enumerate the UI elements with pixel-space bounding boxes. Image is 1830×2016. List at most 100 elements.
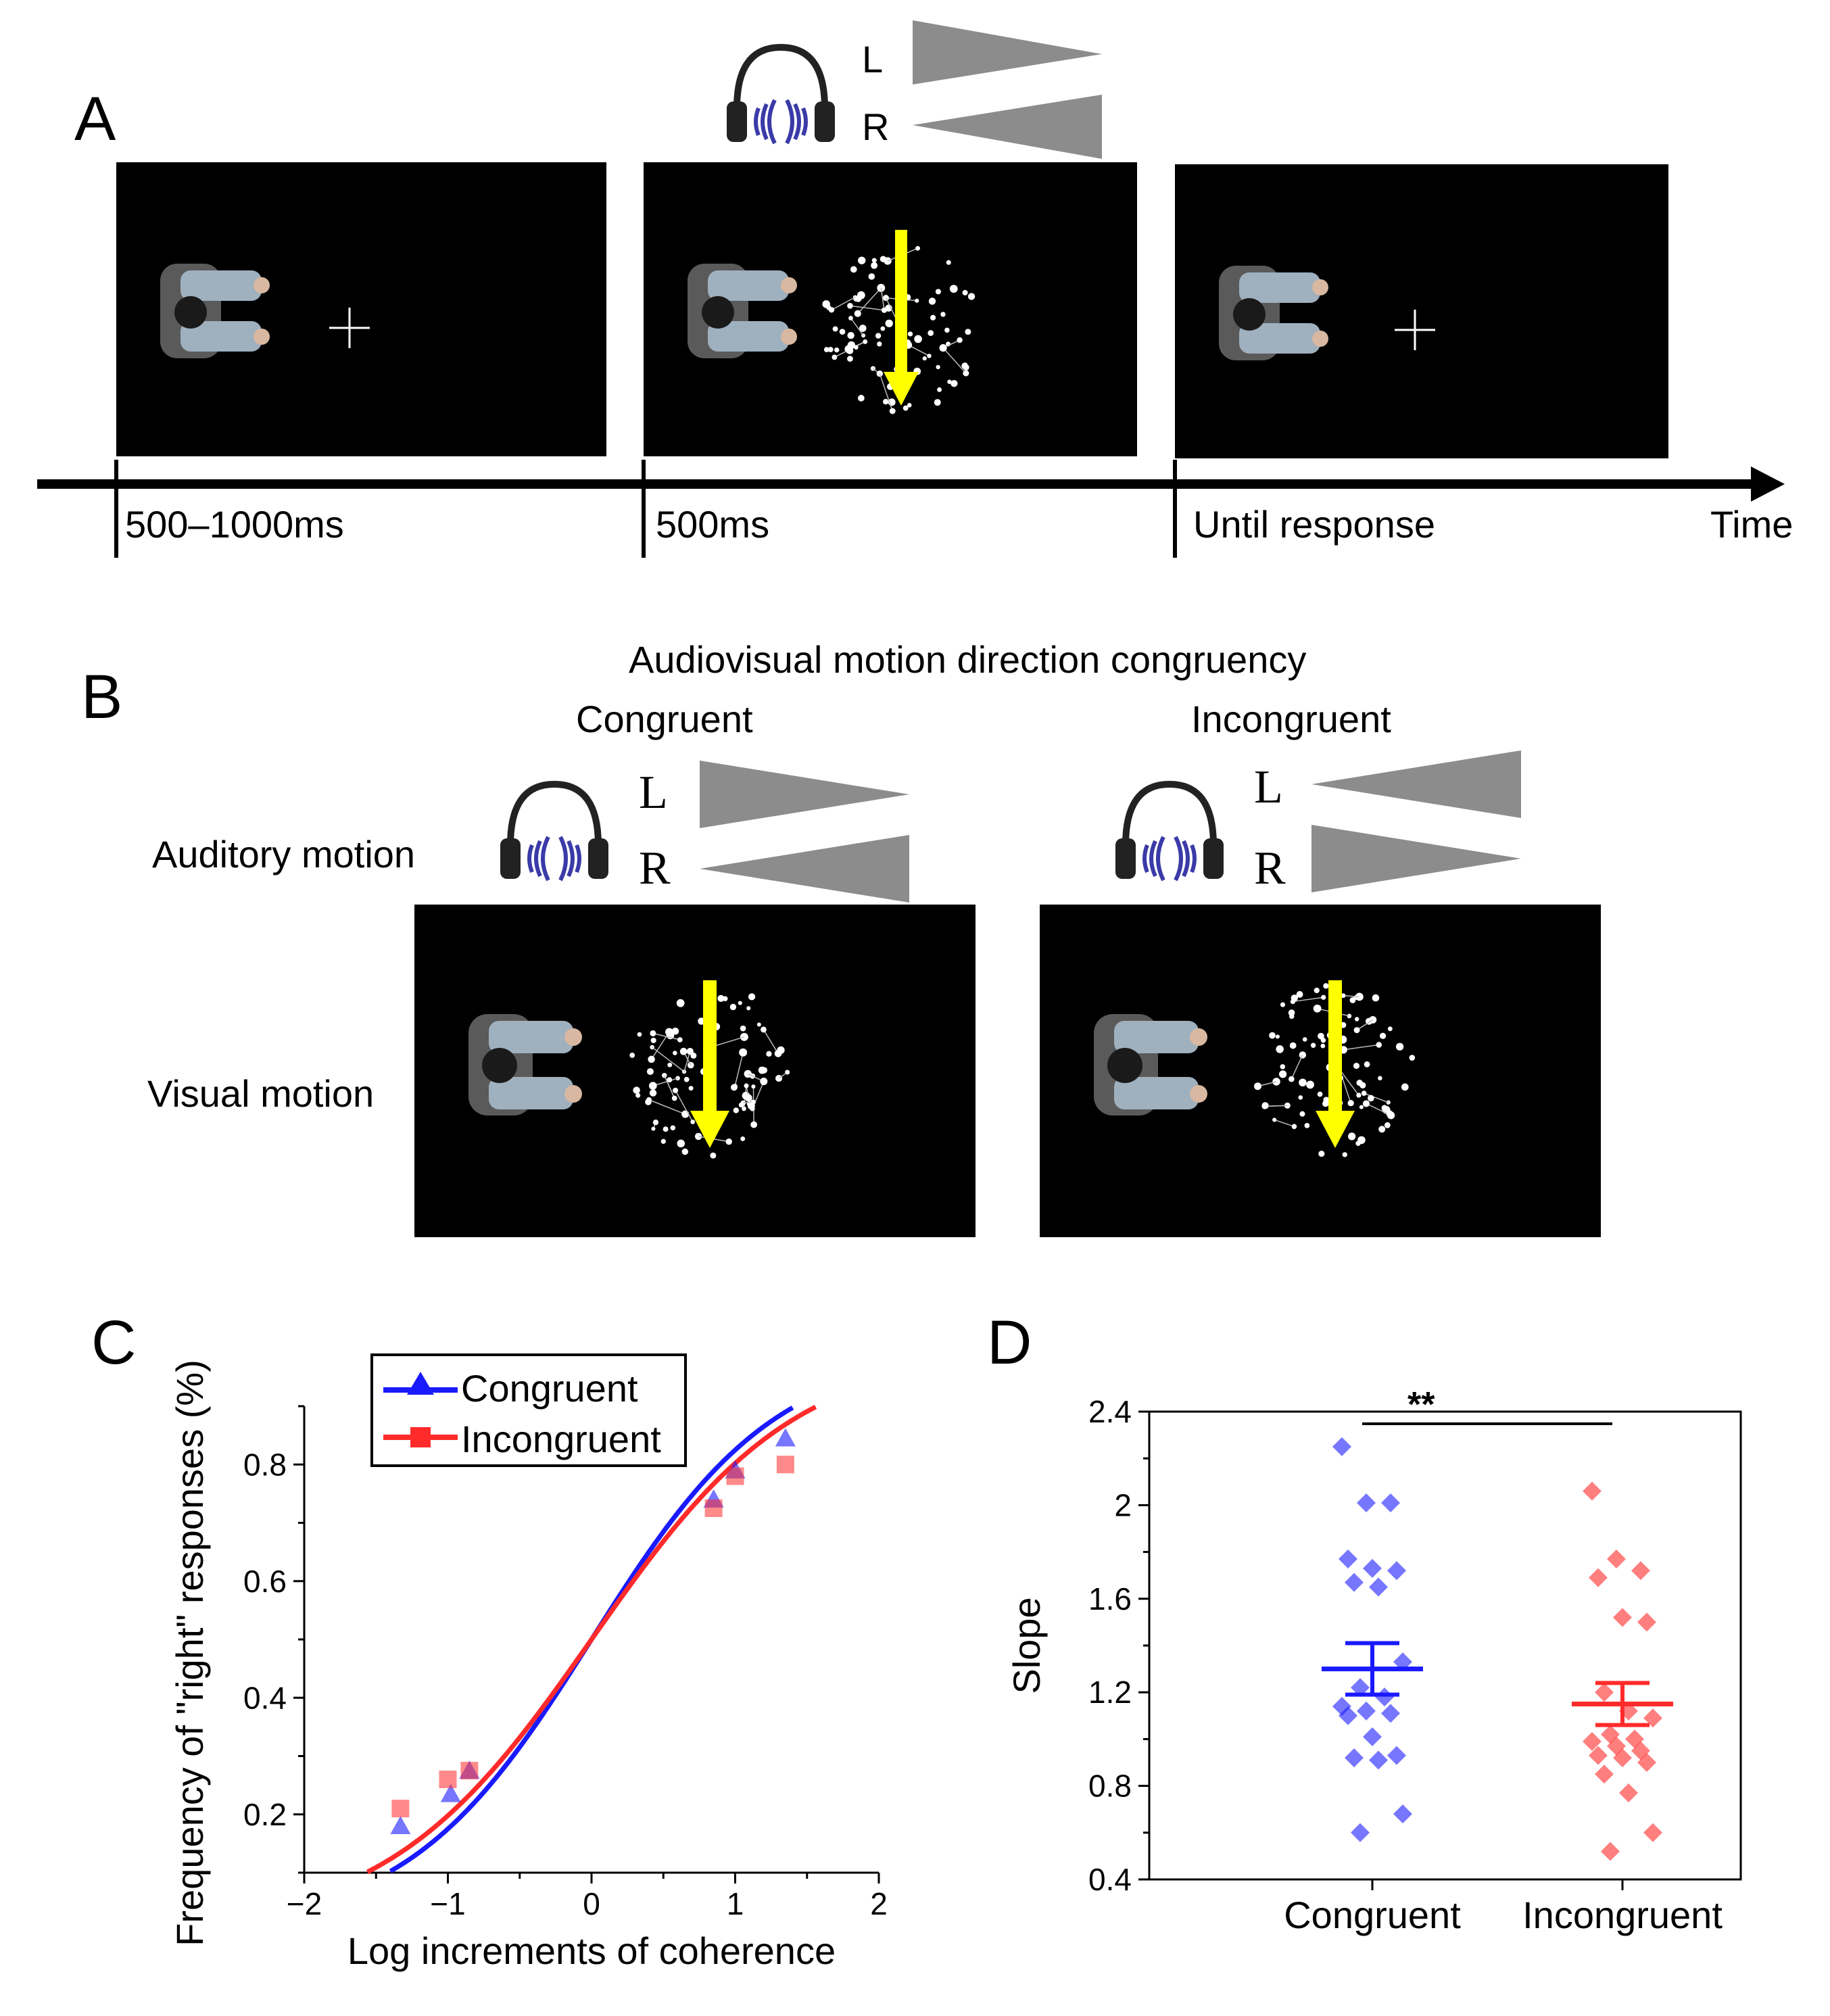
dot — [839, 329, 846, 335]
dot-link — [850, 305, 885, 311]
dot — [1275, 1034, 1280, 1039]
dot — [1349, 997, 1356, 1003]
dot — [882, 295, 889, 302]
panel-a-left-label: L — [862, 38, 884, 80]
dot — [863, 339, 868, 344]
dot — [694, 1132, 702, 1141]
dot — [963, 370, 969, 377]
dot — [1384, 1122, 1391, 1128]
condition-congruent: Congruent — [576, 698, 753, 740]
dot — [859, 325, 867, 332]
dot — [1353, 1027, 1360, 1034]
dot — [848, 316, 853, 320]
dot — [936, 364, 940, 370]
duration-response: Until response — [1193, 503, 1435, 546]
data-point-incongruent — [1643, 1708, 1662, 1728]
y-tick-label: 0.4 — [243, 1680, 287, 1715]
panel-a-sound-triangles — [913, 20, 1102, 159]
dot — [652, 1120, 659, 1126]
dot — [1359, 1105, 1364, 1109]
dot — [922, 356, 927, 361]
dot — [676, 999, 685, 1007]
y-tick-label: 0.2 — [243, 1797, 287, 1832]
dot — [1356, 1079, 1363, 1086]
dot — [677, 1139, 685, 1148]
dot — [1348, 1132, 1356, 1141]
dot — [748, 993, 756, 1001]
dot — [774, 1050, 782, 1057]
dot — [889, 408, 896, 414]
right-channel-triangle — [913, 95, 1102, 159]
timeline-axis — [37, 460, 1785, 558]
dot — [648, 1082, 657, 1090]
condition-incongruent: Incongruent — [1191, 698, 1391, 740]
dot — [739, 1048, 748, 1057]
dot — [915, 298, 919, 303]
dot-link — [683, 1051, 691, 1072]
data-point-congruent — [1339, 1549, 1357, 1568]
dot — [877, 283, 886, 292]
dot-link — [1274, 1119, 1295, 1128]
panel-a-letter: A — [74, 85, 116, 153]
dot — [742, 1106, 746, 1111]
dot — [1387, 1026, 1393, 1032]
duration-fixation: 500–1000ms — [125, 503, 344, 546]
dot — [681, 1148, 689, 1155]
dot — [857, 291, 865, 299]
x-tick-label: 1 — [727, 1886, 744, 1921]
panel-c-letter: C — [91, 1308, 137, 1377]
dot — [881, 307, 887, 313]
dot-link — [652, 1078, 678, 1086]
dot-link — [734, 1052, 744, 1087]
dot — [854, 310, 861, 317]
dot — [868, 273, 875, 280]
dot — [930, 314, 936, 320]
data-point-congruent — [1345, 1748, 1364, 1768]
dot — [854, 345, 859, 350]
data-point-incongruent — [1589, 1568, 1608, 1587]
dot — [671, 1095, 677, 1101]
dot — [740, 1100, 746, 1106]
dot-link — [1339, 1069, 1359, 1096]
dot — [756, 1022, 761, 1027]
dot — [937, 387, 942, 392]
dot — [740, 1136, 746, 1141]
dot — [1353, 1063, 1360, 1070]
x-tick-label: Congruent — [1284, 1894, 1461, 1936]
dot — [646, 1067, 654, 1076]
data-point-incongruent — [1637, 1753, 1656, 1772]
dot — [1320, 1043, 1326, 1049]
dot — [1314, 987, 1320, 994]
dot — [1341, 993, 1346, 999]
dot — [1318, 1151, 1325, 1157]
dot — [649, 1089, 657, 1097]
dot-link — [1364, 1093, 1389, 1103]
dot — [1298, 1095, 1303, 1100]
data-point-congruent — [1357, 1493, 1376, 1512]
dot-link — [652, 1032, 681, 1040]
legend-box: Congruent Incongruent — [370, 1353, 687, 1467]
dot — [690, 1120, 696, 1124]
dot — [1272, 1118, 1277, 1122]
dot — [731, 1084, 738, 1090]
y-axis-label: Frequency of "right" responses (%) — [168, 1360, 211, 1946]
dot — [729, 1003, 737, 1011]
dot — [1310, 1042, 1316, 1048]
dot — [1320, 1037, 1326, 1043]
dot — [667, 1077, 673, 1083]
incongruent-left-label: L — [1254, 761, 1283, 813]
dot — [940, 312, 946, 317]
plot-frame — [1148, 1410, 1742, 1881]
dot — [1299, 1078, 1307, 1087]
dot — [832, 354, 838, 360]
dot — [650, 1037, 656, 1043]
dot — [885, 319, 893, 328]
headphone-icon — [500, 780, 608, 882]
dot — [663, 1126, 669, 1132]
dot — [928, 330, 934, 336]
data-point-congruent — [1363, 1727, 1382, 1746]
data-point-congruent — [1363, 1558, 1382, 1578]
dot — [871, 258, 877, 263]
dot-link — [1293, 997, 1324, 1003]
dot — [967, 293, 976, 300]
